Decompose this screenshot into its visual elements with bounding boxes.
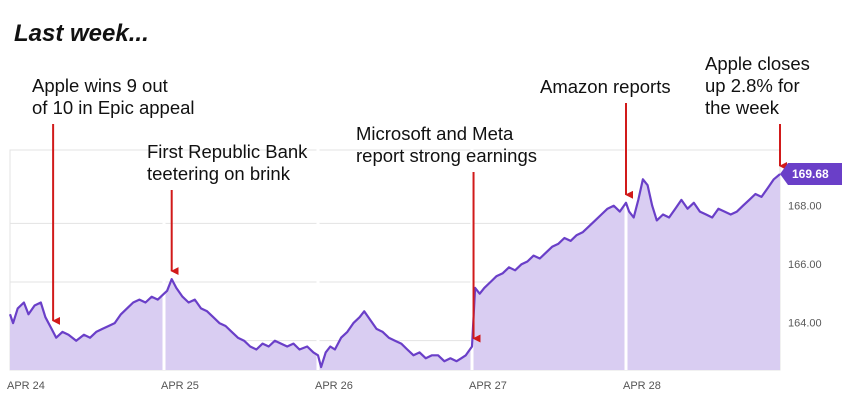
annotation-line: Apple wins 9 out (32, 75, 168, 96)
annotation-line: Apple closes (705, 53, 810, 74)
annotation-text: Apple wins 9 out of 10 in Epic appeal (32, 75, 195, 118)
price-area (10, 174, 780, 370)
annotation-text: Amazon reports (540, 76, 671, 97)
x-tick-label: APR 24 (7, 380, 45, 392)
x-tick-label: APR 27 (469, 380, 507, 392)
x-tick-label: APR 26 (315, 380, 353, 392)
y-tick-label: 166.00 (788, 259, 822, 271)
annotation-text: Apple closes up 2.8% for the week (705, 53, 810, 118)
last-price-badge: 169.68 (780, 163, 842, 186)
annotation-line: Amazon reports (540, 76, 671, 97)
annotation-line: Microsoft and Meta (356, 123, 514, 144)
y-tick-label: 164.00 (788, 318, 822, 330)
x-axis-ticks: APR 24 APR 25 APR 26 APR 27 APR 28 (7, 380, 661, 392)
last-price-badge-shape (780, 163, 842, 186)
annotation-line: up 2.8% for (705, 75, 800, 96)
y-tick-label: 168.00 (788, 200, 822, 212)
x-tick-label: APR 25 (161, 380, 199, 392)
annotation-line: of 10 in Epic appeal (32, 97, 195, 118)
x-tick-label: APR 28 (623, 380, 661, 392)
annotations: Apple wins 9 out of 10 in Epic appeal Firs… (32, 53, 810, 343)
annotation-line: report strong earnings (356, 145, 537, 166)
header-title: Last week... (14, 20, 149, 47)
annotation-text: First Republic Bank teetering on brink (147, 141, 308, 184)
annotation-line: teetering on brink (147, 163, 291, 184)
annotation-line: the week (705, 97, 780, 118)
annotation-line: First Republic Bank (147, 141, 308, 162)
last-price-label: 169.68 (792, 167, 829, 181)
y-axis-ticks: 164.00 166.00 168.00 (788, 200, 822, 329)
price-line (8, 173, 781, 369)
annotation-text: Microsoft and Meta report strong earnings (356, 123, 537, 166)
